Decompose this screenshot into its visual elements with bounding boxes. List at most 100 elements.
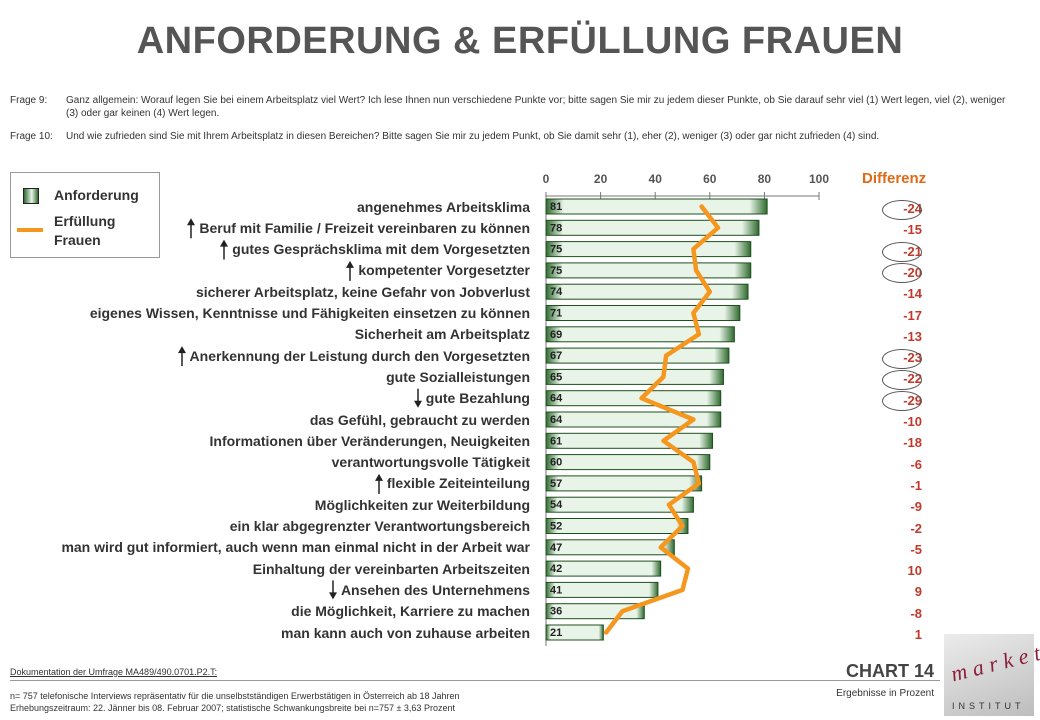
bar-value-label: 21 <box>550 627 562 639</box>
bar-value-label: 41 <box>550 584 562 596</box>
documentation-link[interactable]: Dokumentation der Umfrage MA489/490.0701… <box>10 667 218 677</box>
legend-bar-label: Anforderung <box>54 187 139 203</box>
category-label: gutes Gesprächsklima mit dem Vorgesetzte… <box>232 241 530 258</box>
footer-divider <box>10 680 940 681</box>
bar-value-label: 61 <box>550 435 562 447</box>
bar-value-label: 60 <box>550 457 562 469</box>
x-tick-label: 20 <box>594 172 608 186</box>
chart-number: CHART 14 <box>845 661 934 681</box>
category-label: verantwortungsvolle Tätigkeit <box>331 454 530 471</box>
category-label: kompetenter Vorgesetzter <box>358 262 530 279</box>
category-label: die Möglichkeit, Karriere zu machen <box>291 603 530 620</box>
bar-value-label: 57 <box>550 478 562 490</box>
diff-value: -5 <box>910 541 922 557</box>
bar-value-label: 65 <box>550 371 562 383</box>
category-label: Informationen über Veränderungen, Neuigk… <box>209 432 531 449</box>
bar-anforderung <box>545 624 604 641</box>
arrow-up-head <box>375 473 383 481</box>
bar-anforderung <box>545 368 724 385</box>
category-label: gute Sozialleistungen <box>386 368 530 385</box>
diff-highlight-oval <box>882 199 922 220</box>
unit-note: Ergebnisse in Prozent <box>836 688 934 699</box>
category-label: ein klar abgegrenzter Verantwortungsbere… <box>229 518 530 534</box>
question-9: Frage 9: Ganz allgemein: Worauf legen Si… <box>10 94 1020 120</box>
category-label: flexible Zeiteinteilung <box>386 475 530 492</box>
category-label: Anerkennung der Leistung durch den Vorge… <box>189 347 530 364</box>
bar-value-label: 47 <box>550 542 562 554</box>
diff-value: -10 <box>903 414 922 429</box>
x-tick-label: 100 <box>809 172 829 186</box>
category-label: das Gefühl, gebraucht zu werden <box>309 411 530 428</box>
chart-legend: Anforderung Erfüllung Frauen <box>10 172 160 258</box>
bar-anforderung <box>545 347 730 364</box>
bar-anforderung <box>545 518 689 534</box>
bar-anforderung <box>545 454 711 471</box>
logo-word: market <box>948 638 1040 687</box>
bar-value-label: 36 <box>550 606 562 618</box>
arrow-down-head <box>414 400 422 408</box>
diff-value: -17 <box>903 307 922 323</box>
logo-sub: INSTITUT <box>952 701 1025 711</box>
bar-anforderung <box>545 198 768 215</box>
bar-value-label: 75 <box>550 265 562 277</box>
diff-value: -6 <box>910 456 922 472</box>
footer-notes: n= 757 telefonische Interviews repräsent… <box>10 690 460 714</box>
bar-anforderung <box>545 432 714 449</box>
category-label: eigenes Wissen, Kenntnisse und Fähigkeit… <box>89 305 530 321</box>
question-10-text: Und wie zufrieden sind Sie mit Ihrem Arb… <box>66 131 880 142</box>
x-tick-label: 0 <box>543 172 550 186</box>
series-line-erfuellung <box>603 204 721 635</box>
question-10-label: Frage 10: <box>10 131 53 142</box>
bar-anforderung <box>545 262 752 279</box>
category-label: Ansehen des Unternehmens <box>340 581 530 598</box>
question-9-label: Frage 9: <box>10 95 48 106</box>
bar-anforderung <box>545 496 694 513</box>
footer-period: Erhebungszeitraum: 22. Jänner bis 08. Fe… <box>10 703 455 713</box>
category-label: Beruf mit Familie / Freizeit vereinbaren… <box>199 219 530 236</box>
bar-value-label: 67 <box>550 350 562 362</box>
bar-value-label: 71 <box>550 308 562 320</box>
diff-value: -15 <box>903 222 922 238</box>
bar-anforderung <box>545 539 675 556</box>
footer-sample: n= 757 telefonische Interviews repräsent… <box>10 691 460 701</box>
arrow-up-head <box>220 239 228 247</box>
x-tick-label: 40 <box>649 172 663 186</box>
diff-value: 10 <box>907 563 922 579</box>
diff-value: -13 <box>903 328 922 344</box>
category-label: man kann auch von zuhause arbeiten <box>281 624 530 641</box>
bar-anforderung <box>545 475 703 492</box>
bar-value-label: 74 <box>550 286 563 298</box>
legend-line-label: Erfüllung Frauen <box>54 213 116 248</box>
bar-value-label: 52 <box>550 521 562 533</box>
arrow-up-head <box>346 260 354 268</box>
bar-anforderung <box>545 305 741 321</box>
category-label: gute Bezahlung <box>425 390 530 407</box>
category-label: sicherer Arbeitsplatz, keine Gefahr von … <box>195 283 530 300</box>
diff-value: -1 <box>910 477 922 493</box>
diff-value: 9 <box>914 584 922 600</box>
bar-anforderung <box>545 560 662 577</box>
diff-highlight-oval <box>882 391 922 412</box>
diff-highlight-oval <box>882 348 922 369</box>
bar-anforderung <box>545 241 752 258</box>
page-title: ANFORDERUNG & ERFÜLLUNG FRAUEN <box>136 20 904 62</box>
bar-anforderung <box>545 326 735 343</box>
bar-value-label: 78 <box>550 222 562 234</box>
x-tick-label: 80 <box>758 172 772 186</box>
legend-bar-swatch <box>23 188 39 204</box>
bar-value-label: 42 <box>550 563 562 575</box>
diff-highlight-oval <box>882 242 922 263</box>
category-label: angenehmes Arbeitsklima <box>357 198 530 215</box>
bar-anforderung <box>545 390 722 407</box>
bar-value-label: 81 <box>550 201 562 213</box>
arrow-up-head <box>187 218 195 226</box>
market-logo: market INSTITUT <box>944 634 1040 716</box>
bar-anforderung <box>545 283 749 300</box>
question-9-text: Ganz allgemein: Worauf legen Sie bei ein… <box>66 95 1006 119</box>
bar-anforderung <box>545 411 722 428</box>
bar-value-label: 64 <box>550 393 563 405</box>
x-tick-label: 60 <box>703 172 717 186</box>
category-label: Sicherheit am Arbeitsplatz <box>354 326 530 343</box>
question-10: Frage 10: Und wie zufrieden sind Sie mit… <box>10 130 1020 156</box>
